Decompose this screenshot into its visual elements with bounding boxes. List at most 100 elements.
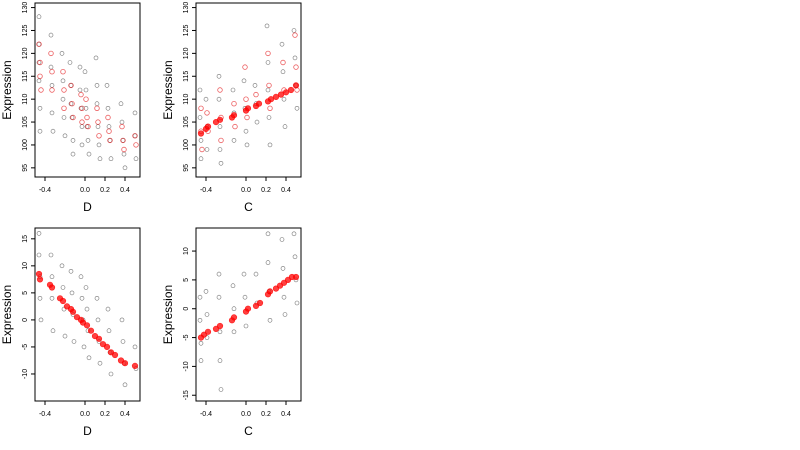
data-point — [83, 322, 91, 329]
x-tick-label: 0.0 — [80, 187, 90, 194]
data-point — [70, 151, 76, 157]
data-point — [50, 328, 56, 334]
plot-frame — [34, 2, 141, 178]
data-point — [281, 294, 287, 300]
data-point — [81, 344, 87, 350]
data-point — [35, 270, 43, 278]
data-point — [95, 119, 101, 125]
data-point — [61, 87, 67, 93]
data-point — [85, 138, 91, 143]
data-point — [60, 68, 66, 75]
data-point — [204, 123, 212, 130]
data-point — [131, 362, 139, 370]
data-point — [244, 305, 252, 312]
y-tick-label: -5 — [183, 334, 190, 340]
data-point — [94, 83, 100, 88]
scatter-panel-1: -0.4 0.0 0.2 0.4 95 100 105 110 115 120 125 130 D Exp… — [0, 2, 141, 214]
data-point — [97, 156, 103, 161]
x-tick-label: 0.2 — [261, 187, 271, 194]
data-point — [282, 312, 288, 317]
data-point — [230, 283, 236, 289]
data-point — [49, 68, 55, 75]
x-tick-label: -0.4 — [200, 187, 212, 194]
y-tick-label: 0 — [183, 307, 190, 311]
y-tick-label: 125 — [22, 25, 29, 37]
data-point — [277, 91, 285, 98]
data-point — [36, 276, 44, 283]
y-tick-label: -10 — [183, 361, 190, 371]
data-point — [106, 124, 112, 129]
data-point — [50, 128, 56, 134]
data-point — [121, 151, 127, 157]
data-point — [265, 60, 271, 65]
data-point — [198, 105, 204, 111]
y-tick-label: 100 — [183, 139, 190, 151]
y-tick-label: 110 — [183, 93, 190, 104]
data-point — [256, 299, 264, 307]
data-point — [38, 87, 44, 93]
y-tick-label: 105 — [183, 116, 190, 128]
data-point — [94, 295, 100, 301]
data-point — [230, 87, 236, 93]
data-point — [106, 328, 112, 334]
data-point — [95, 124, 101, 129]
plot-frame — [34, 227, 141, 402]
data-point — [83, 285, 89, 290]
data-point — [241, 78, 247, 84]
data-point — [243, 96, 249, 102]
data-point — [79, 142, 85, 148]
data-point — [68, 82, 74, 89]
data-point — [118, 101, 124, 106]
data-point — [96, 142, 102, 148]
y-tick-label: 10 — [183, 247, 190, 255]
data-point — [62, 333, 68, 339]
data-point — [264, 23, 270, 29]
data-point — [266, 288, 274, 295]
data-point — [61, 105, 67, 111]
data-point — [71, 339, 77, 344]
x-tick-label: 0.4 — [281, 187, 291, 194]
data-point — [266, 82, 272, 89]
data-point — [265, 87, 271, 93]
x-tick-label: 0.0 — [80, 411, 90, 418]
y-tick-label: 115 — [22, 71, 29, 82]
y-tick-label: 15 — [22, 235, 29, 243]
data-point — [48, 252, 54, 258]
data-point — [292, 254, 298, 260]
x-tick-label: 0.2 — [261, 411, 271, 418]
data-point — [83, 96, 89, 102]
y-tick-label: 120 — [22, 47, 29, 59]
data-point — [37, 106, 43, 111]
x-tick-label: 0.4 — [120, 187, 130, 194]
data-point — [244, 142, 250, 148]
data-point — [243, 323, 249, 329]
data-point — [198, 138, 204, 143]
data-point — [104, 83, 110, 88]
data-point — [242, 64, 248, 70]
data-point — [133, 156, 139, 161]
data-point — [119, 119, 125, 125]
data-point — [217, 87, 223, 93]
data-point — [36, 14, 42, 20]
data-point — [216, 74, 222, 79]
data-point — [62, 133, 68, 139]
data-point — [198, 340, 204, 346]
data-point — [61, 115, 67, 120]
data-point — [84, 114, 90, 121]
data-point — [106, 128, 112, 134]
data-point — [69, 100, 75, 107]
data-point — [69, 290, 75, 296]
scatter-panel-3: -0.4 0.0 0.2 0.4 -10 -5 0 5 10 15 D Expression — [0, 227, 141, 438]
y-tick-label: 115 — [183, 71, 190, 82]
data-point — [48, 50, 54, 57]
data-point — [122, 382, 128, 388]
data-point — [36, 41, 42, 47]
data-point — [267, 105, 273, 111]
data-point — [216, 116, 224, 123]
data-point — [272, 93, 280, 100]
data-point — [217, 358, 223, 363]
y-axis-title: Expression — [0, 285, 14, 344]
y-tick-label: 5 — [183, 278, 190, 282]
data-point — [79, 119, 85, 125]
data-point — [199, 146, 205, 153]
